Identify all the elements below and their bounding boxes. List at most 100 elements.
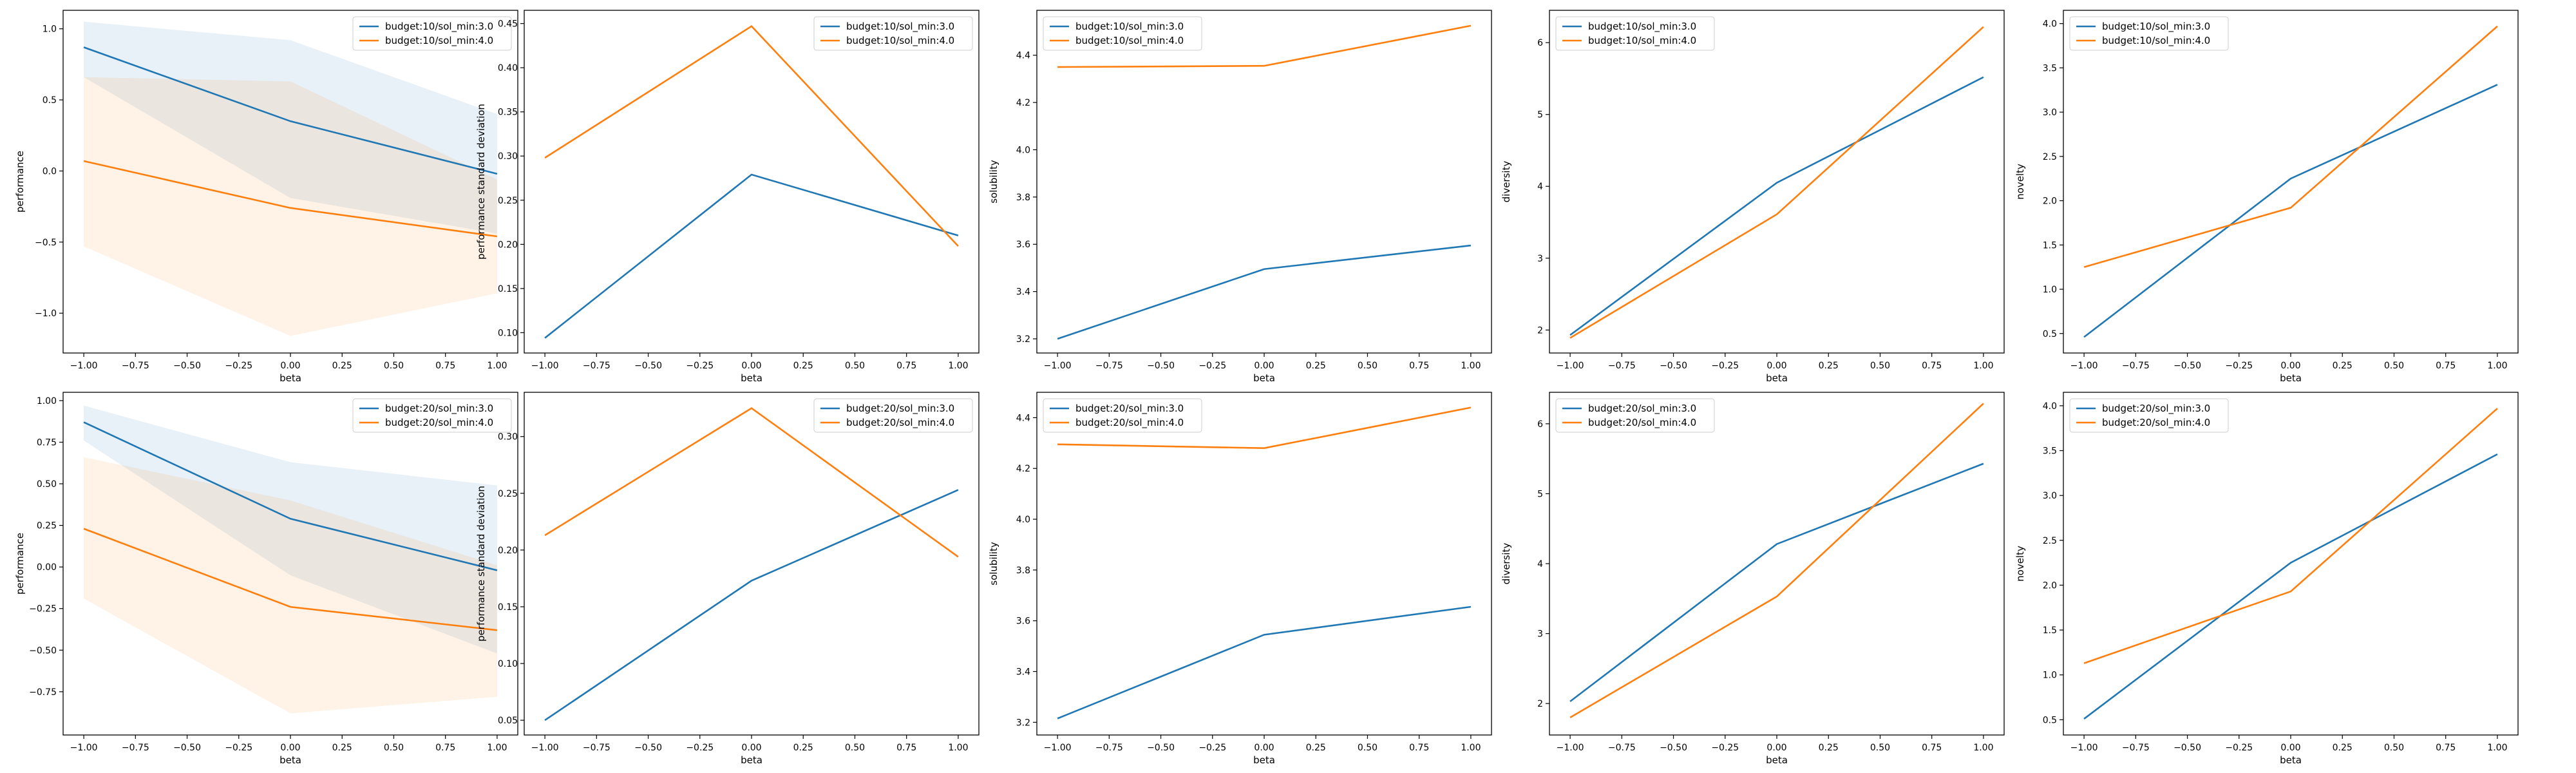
x-axis-label: beta: [2280, 754, 2302, 766]
y-tick-label: 0.75: [37, 437, 57, 448]
legend: budget:20/sol_min:3.0 budget:20/sol_min:4…: [1555, 398, 1715, 433]
y-axis-label: performance standard deviation: [475, 486, 487, 642]
legend-entry: budget:20/sol_min:3.0: [385, 403, 493, 415]
series-line-2: [2083, 25, 2498, 268]
x-tick-label: −0.25: [225, 361, 252, 371]
y-tick-label: 1.0: [2043, 285, 2057, 295]
x-axis-label: beta: [1766, 754, 1788, 766]
y-tick-label: −0.5: [35, 238, 57, 248]
y-tick-label: 0.5: [43, 95, 57, 106]
legend: budget:10/sol_min:3.0 budget:10/sol_min:4…: [1555, 16, 1715, 51]
y-axis-label: solubility: [988, 160, 999, 204]
x-tick-label: −0.50: [173, 361, 201, 371]
y-tick-label: 5: [1537, 489, 1543, 499]
x-tick-label: 0.00: [1766, 361, 1786, 371]
legend: budget:10/sol_min:3.0 budget:10/sol_min:4…: [352, 16, 512, 51]
band-2: [84, 77, 497, 336]
y-tick-label: 3.8: [1016, 566, 1030, 576]
x-tick-label: 0.75: [896, 743, 916, 753]
x-tick-label: −1.00: [1044, 743, 1072, 753]
x-tick-label: −0.50: [1147, 361, 1175, 371]
axes-frame: [1036, 10, 1492, 354]
series-line-1: [1057, 606, 1472, 720]
legend-box: [2069, 398, 2229, 433]
legend-box: [813, 16, 973, 51]
legend: budget:10/sol_min:3.0 budget:10/sol_min:4…: [813, 16, 973, 51]
x-tick-label: 0.00: [741, 743, 761, 753]
y-tick-label: 3.5: [2043, 63, 2057, 73]
x-tick-label: 0.00: [2280, 361, 2300, 371]
x-tick-label: −0.50: [634, 361, 662, 371]
y-tick-label: 1.0: [2043, 671, 2057, 681]
x-axis-label: beta: [2280, 372, 2302, 384]
series-line-1: [83, 421, 498, 571]
x-tick-label: 0.00: [280, 743, 300, 753]
axes-frame: [524, 10, 980, 354]
x-tick-label: 0.50: [1358, 743, 1378, 753]
legend-entry: budget:10/sol_min:4.0: [846, 35, 954, 47]
subplot-1: −1.00 −0.75 −0.50 −0.25 0.00 0.25 0.50 0.75 1.00…: [14, 10, 518, 384]
x-tick-label: 0.50: [384, 743, 404, 753]
axes-frame: [524, 392, 980, 736]
x-axis-label: beta: [1253, 372, 1275, 384]
legend-entry: budget:10/sol_min:3.0: [1075, 21, 1184, 33]
x-tick-label: 0.00: [2280, 743, 2300, 753]
x-tick-label: −0.75: [1095, 743, 1123, 753]
y-tick-label: 4.0: [2043, 401, 2057, 412]
x-tick-label: 1.00: [948, 361, 968, 371]
legend: budget:20/sol_min:3.0 budget:20/sol_min:4…: [813, 398, 973, 433]
y-tick-label: 4.0: [1016, 515, 1030, 525]
legend-entry: budget:20/sol_min:3.0: [1588, 403, 1696, 415]
x-tick-label: −1.00: [2070, 361, 2098, 371]
x-axis-label: beta: [741, 754, 762, 766]
y-tick-label: 0.25: [498, 489, 518, 499]
y-tick-label: 3.6: [1016, 616, 1030, 627]
x-tick-label: 0.00: [1254, 743, 1274, 753]
legend-entry: budget:20/sol_min:4.0: [846, 417, 954, 429]
legend-entry: budget:20/sol_min:4.0: [1588, 417, 1696, 429]
series-line-2: [1569, 403, 1984, 718]
y-tick-label: 3: [1537, 629, 1543, 640]
x-tick-label: −0.25: [1198, 743, 1226, 753]
legend-box: [1043, 16, 1202, 51]
subplot-7: −1.00 −0.75 −0.50 −0.25 0.00 0.25 0.50 0.75 1.00…: [475, 392, 980, 766]
x-tick-label: −0.75: [1608, 361, 1636, 371]
x-tick-label: 0.25: [793, 743, 813, 753]
x-tick-label: −0.50: [634, 743, 662, 753]
x-tick-label: −0.75: [2122, 743, 2150, 753]
y-tick-label: 0.50: [37, 479, 57, 490]
legend-entry: budget:20/sol_min:3.0: [2102, 403, 2210, 415]
x-tick-label: 0.50: [2384, 743, 2404, 753]
series-line-2: [1569, 26, 1984, 339]
x-tick-label: 1.00: [948, 743, 968, 753]
x-tick-label: 0.75: [1409, 361, 1429, 371]
legend-entry: budget:20/sol_min:3.0: [1075, 403, 1184, 415]
y-tick-label: 3.0: [2043, 108, 2057, 118]
series-line-1: [544, 489, 959, 721]
y-tick-label: 0.30: [498, 432, 518, 443]
y-tick-label: 0.35: [498, 108, 518, 118]
subplot-9: −1.00 −0.75 −0.50 −0.25 0.00 0.25 0.50 0.75 1.00…: [1501, 392, 2005, 766]
y-tick-label: 2.0: [2043, 196, 2057, 207]
y-tick-label: 1.0: [43, 24, 57, 35]
x-tick-label: −0.75: [1095, 361, 1123, 371]
x-tick-label: 1.00: [2487, 743, 2507, 753]
legend-entry: budget:10/sol_min:4.0: [385, 35, 493, 47]
subplot-2: −1.00 −0.75 −0.50 −0.25 0.00 0.25 0.50 0.75 1.00…: [475, 10, 980, 384]
y-tick-label: 0.30: [498, 151, 518, 162]
y-tick-label: 0.20: [498, 546, 518, 556]
y-tick-label: 6: [1537, 419, 1543, 430]
y-axis-label: solubility: [988, 542, 999, 586]
series-line-2: [83, 528, 498, 631]
x-tick-label: 1.00: [1461, 743, 1481, 753]
legend: budget:10/sol_min:3.0 budget:10/sol_min:4…: [2069, 16, 2229, 51]
x-tick-label: 0.50: [1870, 743, 1890, 753]
y-tick-label: 4: [1537, 559, 1543, 569]
x-tick-label: 0.25: [793, 361, 813, 371]
y-tick-label: 5: [1537, 110, 1543, 120]
x-tick-label: 0.00: [1254, 361, 1274, 371]
x-tick-label: 0.25: [2333, 361, 2353, 371]
y-tick-label: 0.45: [498, 19, 518, 30]
x-tick-label: 1.00: [487, 361, 507, 371]
x-tick-label: −1.00: [531, 361, 559, 371]
